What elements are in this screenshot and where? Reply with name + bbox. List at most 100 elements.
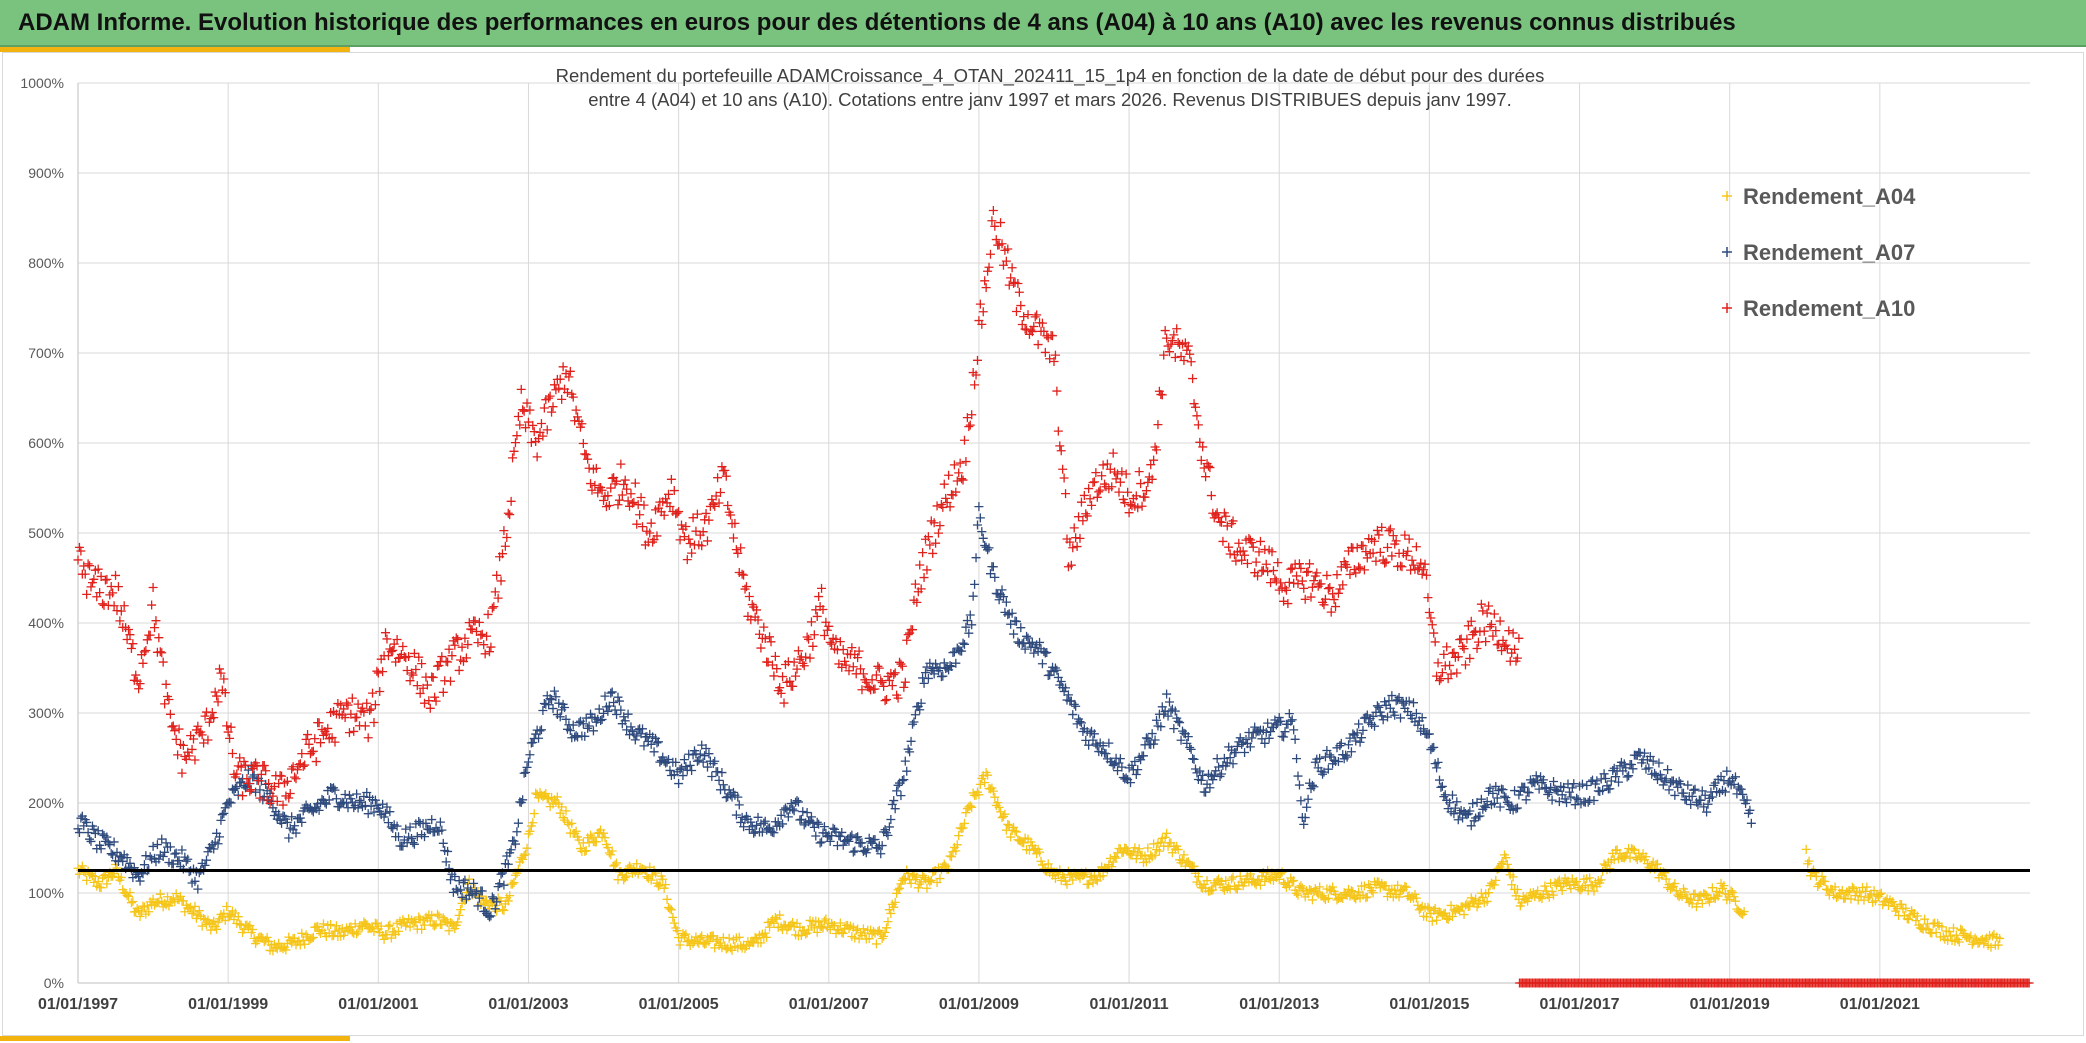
data-point bbox=[682, 555, 692, 565]
data-point bbox=[1228, 759, 1238, 769]
data-point bbox=[877, 934, 887, 944]
data-point bbox=[838, 645, 848, 655]
data-point bbox=[85, 834, 95, 844]
data-point bbox=[1739, 907, 1749, 917]
data-point bbox=[646, 739, 656, 749]
data-point bbox=[1512, 803, 1522, 813]
data-point bbox=[1951, 930, 1961, 940]
data-point bbox=[124, 624, 134, 634]
data-point bbox=[822, 831, 832, 841]
data-point bbox=[1163, 711, 1173, 721]
data-point bbox=[913, 883, 923, 893]
data-point bbox=[949, 460, 959, 470]
y-tick-label: 800% bbox=[28, 255, 64, 271]
data-point bbox=[490, 904, 500, 914]
data-point bbox=[1400, 530, 1410, 540]
data-point bbox=[154, 633, 164, 643]
data-point bbox=[474, 617, 484, 627]
data-point bbox=[486, 911, 496, 921]
data-point bbox=[1323, 893, 1333, 903]
data-point bbox=[1255, 536, 1265, 546]
data-point bbox=[272, 796, 282, 806]
data-point bbox=[1459, 644, 1469, 654]
data-point bbox=[749, 828, 759, 838]
data-point bbox=[1254, 547, 1264, 557]
data-point bbox=[1032, 310, 1042, 320]
data-point bbox=[1404, 534, 1414, 544]
data-point bbox=[1276, 578, 1286, 588]
data-point bbox=[765, 632, 775, 642]
data-point bbox=[1063, 690, 1073, 700]
data-point bbox=[1286, 716, 1296, 726]
data-point bbox=[1680, 887, 1690, 897]
data-point bbox=[431, 696, 441, 706]
data-point bbox=[187, 909, 197, 919]
data-point bbox=[99, 871, 109, 881]
data-point bbox=[632, 731, 642, 741]
data-point bbox=[1521, 795, 1531, 805]
data-point bbox=[1154, 846, 1164, 856]
data-point bbox=[1374, 702, 1384, 712]
data-point bbox=[1361, 893, 1371, 903]
data-point bbox=[1251, 557, 1261, 567]
data-point bbox=[385, 807, 395, 817]
data-point bbox=[1341, 889, 1351, 899]
data-point bbox=[1446, 900, 1456, 910]
data-point bbox=[1029, 648, 1039, 658]
data-point bbox=[775, 910, 785, 920]
data-point bbox=[959, 639, 969, 649]
data-point bbox=[1488, 788, 1498, 798]
data-point bbox=[893, 885, 903, 895]
data-point bbox=[1061, 489, 1071, 499]
data-point bbox=[1355, 737, 1365, 747]
data-point bbox=[1268, 566, 1278, 576]
data-point bbox=[1746, 818, 1756, 828]
data-point bbox=[473, 901, 483, 911]
data-point bbox=[165, 709, 175, 719]
data-point bbox=[1016, 301, 1026, 311]
data-point bbox=[802, 632, 812, 642]
data-point bbox=[1452, 668, 1462, 678]
data-point bbox=[484, 647, 494, 657]
data-point bbox=[77, 861, 87, 871]
y-tick-label: 300% bbox=[28, 705, 64, 721]
data-point bbox=[1450, 803, 1460, 813]
data-point bbox=[1644, 763, 1654, 773]
data-point bbox=[203, 735, 213, 745]
data-point bbox=[812, 817, 822, 827]
data-point bbox=[939, 859, 949, 869]
data-point bbox=[1294, 559, 1304, 569]
data-point bbox=[990, 792, 1000, 802]
data-point bbox=[718, 933, 728, 943]
data-point bbox=[665, 765, 675, 775]
data-point bbox=[552, 792, 562, 802]
data-point bbox=[889, 796, 899, 806]
data-point bbox=[1016, 623, 1026, 633]
data-point bbox=[580, 846, 590, 856]
data-point bbox=[544, 700, 554, 710]
data-point bbox=[314, 805, 324, 815]
data-point bbox=[1570, 800, 1580, 810]
data-point bbox=[1424, 729, 1434, 739]
data-point bbox=[939, 658, 949, 668]
data-point bbox=[623, 709, 633, 719]
data-point bbox=[916, 698, 926, 708]
data-point bbox=[965, 801, 975, 811]
data-point bbox=[1693, 800, 1703, 810]
chart-title-line-1: Rendement du portefeuille ADAMCroissance… bbox=[556, 65, 1545, 87]
data-point bbox=[1227, 874, 1237, 884]
data-point bbox=[586, 830, 596, 840]
data-point bbox=[232, 769, 242, 779]
data-point bbox=[906, 878, 916, 888]
data-point bbox=[324, 795, 334, 805]
data-point bbox=[1847, 882, 1857, 892]
data-point bbox=[1429, 742, 1439, 752]
data-point bbox=[892, 786, 902, 796]
data-point bbox=[187, 744, 197, 754]
data-point bbox=[549, 686, 559, 696]
data-point bbox=[1622, 848, 1632, 858]
data-point bbox=[1726, 886, 1736, 896]
data-point bbox=[539, 698, 549, 708]
data-point bbox=[1447, 790, 1457, 800]
data-point bbox=[1186, 357, 1196, 367]
